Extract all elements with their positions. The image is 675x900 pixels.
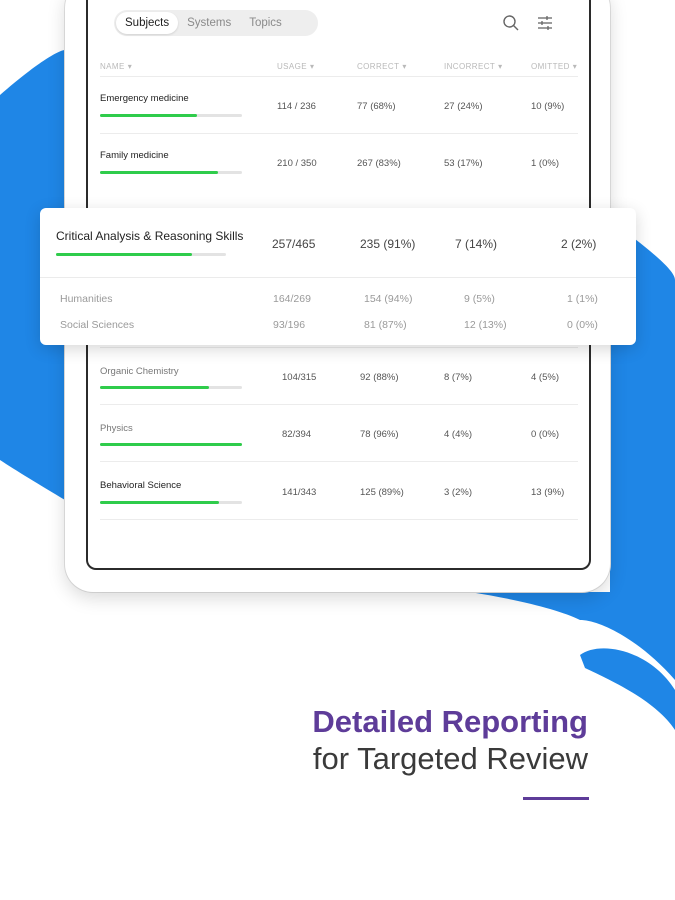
cell-incorrect: 53 (17%) (444, 158, 483, 169)
table-row-physics[interactable]: Physics 82/394 78 (96%) 4 (4%) 0 (0%) (100, 404, 578, 462)
cell-omitted: 13 (9%) (531, 487, 565, 498)
progress-bar (100, 501, 242, 504)
cell-incorrect: 8 (7%) (444, 372, 472, 383)
child-name-humanities: Humanities (60, 293, 113, 305)
cell-usage: 104/315 (282, 372, 317, 383)
table-row-behavioral-science[interactable]: Behavioral Science 141/343 125 (89%) 3 (… (100, 461, 578, 520)
row-name: Organic Chemistry (100, 366, 179, 377)
row-name: Physics (100, 423, 133, 434)
cell-omitted: 1 (0%) (531, 158, 559, 169)
column-header-correct[interactable]: CORRECT ▾ (357, 62, 407, 71)
headline-title: Detailed Reporting (312, 704, 588, 739)
child-correct: 81 (87%) (364, 319, 407, 331)
cell-usage: 114 / 236 (277, 101, 316, 112)
row-name: Emergency medicine (100, 93, 189, 104)
child-incorrect: 12 (13%) (464, 319, 507, 331)
child-incorrect: 9 (5%) (464, 293, 495, 305)
headline-subtitle: for Targeted Review (312, 741, 588, 776)
cell-incorrect: 27 (24%) (444, 101, 483, 112)
cell-incorrect: 4 (4%) (444, 429, 472, 440)
cell-omitted: 4 (5%) (531, 372, 559, 383)
search-icon[interactable] (502, 14, 520, 32)
segmented-tabs: Subjects Systems Topics (114, 10, 318, 36)
table-row-emergency-medicine[interactable]: Emergency medicine 114 / 236 77 (68%) 27… (100, 76, 578, 134)
expanded-correct: 235 (91%) (360, 237, 416, 251)
column-header-incorrect[interactable]: INCORRECT ▾ (444, 62, 503, 71)
sliders-icon[interactable] (536, 14, 554, 32)
progress-fill (100, 114, 197, 117)
table-row-family-medicine[interactable]: Family medicine 210 / 350 267 (83%) 53 (… (100, 133, 578, 191)
child-correct: 154 (94%) (364, 293, 413, 305)
row-name: Family medicine (100, 150, 169, 161)
progress-fill (100, 501, 220, 504)
child-usage: 164/269 (273, 293, 311, 305)
progress-fill (100, 443, 242, 446)
progress-fill (56, 253, 192, 256)
cell-usage: 141/343 (282, 487, 317, 498)
headline-underline (523, 797, 589, 800)
column-header-name[interactable]: NAME ▾ (100, 62, 133, 71)
cell-omitted: 10 (9%) (531, 101, 565, 112)
progress-bar (100, 114, 242, 117)
table-row-organic-chemistry[interactable]: Organic Chemistry 104/315 92 (88%) 8 (7%… (100, 347, 578, 405)
row-name: Behavioral Science (100, 480, 182, 491)
progress-bar (100, 171, 242, 174)
column-header-omitted[interactable]: OMITTED ▾ (531, 62, 578, 71)
tab-systems[interactable]: Systems (187, 17, 232, 29)
progress-fill (100, 171, 218, 174)
child-name-social-sciences: Social Sciences (60, 319, 135, 331)
cell-correct: 92 (88%) (360, 372, 399, 383)
cell-omitted: 0 (0%) (531, 429, 559, 440)
expanded-subject-card[interactable]: Critical Analysis & Reasoning Skills 257… (40, 208, 636, 345)
expanded-subject-name: Critical Analysis & Reasoning Skills (56, 229, 244, 243)
cell-correct: 77 (68%) (357, 101, 396, 112)
progress-fill (100, 386, 210, 389)
expanded-omitted: 2 (2%) (561, 237, 597, 251)
child-omitted: 0 (0%) (567, 319, 598, 331)
progress-bar (100, 443, 242, 446)
tab-topics[interactable]: Topics (249, 17, 282, 29)
child-usage: 93/196 (273, 319, 306, 331)
child-omitted: 1 (1%) (567, 293, 598, 305)
progress-bar (100, 386, 242, 389)
cell-incorrect: 3 (2%) (444, 487, 472, 498)
tab-subjects[interactable]: Subjects (116, 12, 179, 34)
expanded-incorrect: 7 (14%) (455, 237, 498, 251)
cell-usage: 210 / 350 (277, 158, 317, 169)
cell-correct: 267 (83%) (357, 158, 401, 169)
cell-usage: 82/394 (282, 429, 312, 440)
cell-correct: 78 (96%) (360, 429, 399, 440)
expanded-usage: 257/465 (272, 237, 316, 251)
column-header-usage[interactable]: USAGE ▾ (277, 62, 315, 71)
cell-correct: 125 (89%) (360, 487, 404, 498)
progress-bar (56, 253, 226, 256)
card-divider (40, 277, 636, 278)
